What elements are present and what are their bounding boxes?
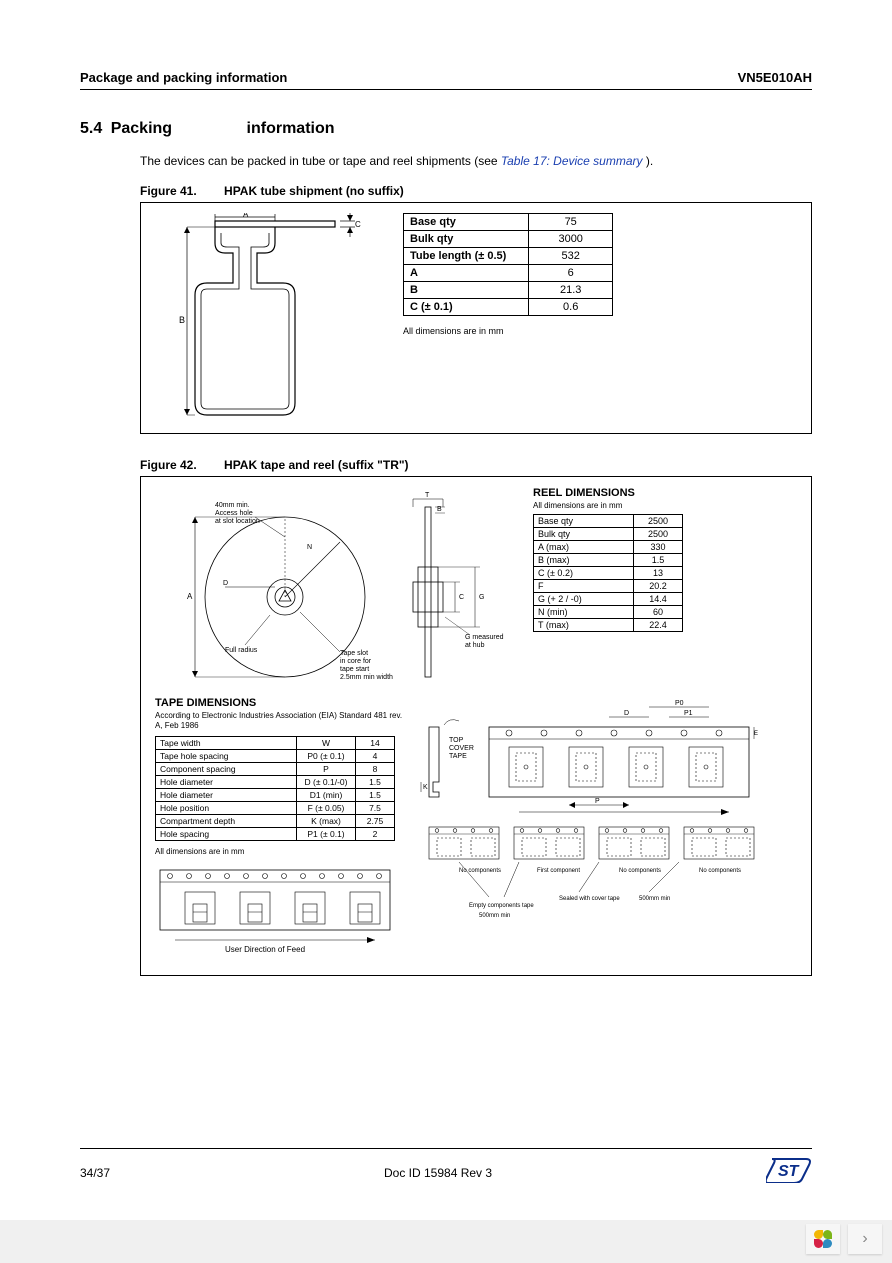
section-title: 5.4 Packing information bbox=[80, 120, 812, 138]
svg-text:C: C bbox=[355, 220, 361, 229]
tape-sub: According to Electronic Industries Assoc… bbox=[155, 711, 405, 732]
page-footer: 34/37 Doc ID 15984 Rev 3 ST bbox=[80, 1148, 812, 1190]
intro-paragraph: The devices can be packed in tube or tap… bbox=[140, 152, 812, 170]
fig41-box: A B C Base qty75Bulk qty3000Tube length … bbox=[140, 202, 812, 434]
fig41-caption: Figure 41. HPAK tube shipment (no suffix… bbox=[140, 184, 812, 198]
svg-text:G: G bbox=[479, 594, 484, 601]
spec-label: B bbox=[404, 282, 529, 299]
table17-link[interactable]: Table 17: Device summary bbox=[501, 154, 643, 168]
chevron-right-icon: › bbox=[862, 1230, 867, 1248]
svg-text:No components: No components bbox=[699, 868, 741, 874]
spec-value: 75 bbox=[529, 214, 613, 231]
tape-strip-left: User Direction of Feed bbox=[155, 860, 395, 960]
svg-text:No components: No components bbox=[459, 868, 501, 874]
svg-text:40mm min.Access holeat slot lo: 40mm min.Access holeat slot location bbox=[215, 502, 260, 525]
svg-text:G measuredat hub: G measuredat hub bbox=[465, 634, 504, 649]
svg-text:P1: P1 bbox=[684, 710, 693, 717]
svg-text:P0: P0 bbox=[675, 700, 684, 707]
fig41-table: Base qty75Bulk qty3000Tube length (± 0.5… bbox=[403, 213, 613, 316]
reel-table: Base qty2500Bulk qty2500A (max)330B (max… bbox=[533, 514, 683, 632]
header-left: Package and packing information bbox=[80, 70, 287, 85]
svg-text:T: T bbox=[425, 492, 430, 499]
svg-text:E: E bbox=[754, 731, 758, 737]
datasheet-page: Package and packing information VN5E010A… bbox=[0, 0, 892, 1220]
spec-value: 532 bbox=[529, 248, 613, 265]
svg-text:Empty components tape: Empty components tape bbox=[469, 903, 534, 909]
tape-table: Tape widthW14Tape hole spacingP0 (± 0.1)… bbox=[155, 736, 395, 841]
fig41-note: All dimensions are in mm bbox=[403, 326, 797, 336]
svg-text:User Direction of Feed: User Direction of Feed bbox=[225, 945, 305, 954]
svg-text:ST: ST bbox=[778, 1163, 800, 1180]
svg-text:D: D bbox=[624, 710, 629, 717]
reel-dim-title: REEL DIMENSIONS bbox=[533, 487, 683, 499]
svg-text:Tape slotin core fortape start: Tape slotin core fortape start2.5mm min … bbox=[340, 650, 393, 681]
svg-text:500mm min: 500mm min bbox=[479, 913, 510, 919]
svg-text:500mm min: 500mm min bbox=[639, 896, 670, 902]
svg-text:A: A bbox=[243, 213, 249, 219]
spec-value: 21.3 bbox=[529, 282, 613, 299]
fig42-caption: Figure 42. HPAK tape and reel (suffix "T… bbox=[140, 458, 812, 472]
next-page-button[interactable]: › bbox=[848, 1224, 882, 1254]
pinwheel-icon bbox=[814, 1230, 832, 1248]
st-logo: ST bbox=[766, 1155, 812, 1190]
tape-top-diagram: K TOPCOVERTAPE D P0 P1 E F W P User Dire… bbox=[419, 697, 759, 817]
svg-text:B: B bbox=[179, 315, 185, 325]
spec-label: Base qty bbox=[404, 214, 529, 231]
fig42-box: A B C D N T G 40mm min.Access holeat slo… bbox=[140, 476, 812, 976]
svg-text:Sealed with cover tape: Sealed with cover tape bbox=[559, 896, 620, 902]
svg-text:P: P bbox=[595, 798, 600, 805]
svg-text:B: B bbox=[437, 506, 442, 513]
reel-diagram: A B C D N T G 40mm min.Access holeat slo… bbox=[155, 487, 515, 687]
spec-label: Bulk qty bbox=[404, 231, 529, 248]
spec-value: 0.6 bbox=[529, 299, 613, 316]
spec-value: 3000 bbox=[529, 231, 613, 248]
tape-dim-title: TAPE DIMENSIONS bbox=[155, 697, 405, 709]
svg-text:Full radius: Full radius bbox=[225, 647, 258, 654]
page-number: 34/37 bbox=[80, 1166, 110, 1180]
viewer-toolbar: › bbox=[0, 1220, 892, 1258]
pinwheel-button[interactable] bbox=[806, 1224, 840, 1254]
doc-id: Doc ID 15984 Rev 3 bbox=[384, 1166, 492, 1180]
spec-label: Tube length (± 0.5) bbox=[404, 248, 529, 265]
svg-text:A: A bbox=[187, 592, 193, 601]
tube-diagram: A B C bbox=[155, 213, 375, 423]
svg-text:TOPCOVERTAPE: TOPCOVERTAPE bbox=[449, 737, 474, 760]
svg-text:N: N bbox=[307, 544, 312, 551]
spec-label: C (± 0.1) bbox=[404, 299, 529, 316]
header-right: VN5E010AH bbox=[738, 70, 812, 85]
svg-text:C: C bbox=[459, 594, 464, 601]
page-header: Package and packing information VN5E010A… bbox=[80, 70, 812, 90]
tape-sequence: No components First component No compone… bbox=[419, 822, 759, 932]
svg-text:First component: First component bbox=[537, 868, 580, 874]
spec-label: A bbox=[404, 265, 529, 282]
svg-text:No components: No components bbox=[619, 868, 661, 874]
svg-text:K: K bbox=[423, 784, 428, 791]
spec-value: 6 bbox=[529, 265, 613, 282]
svg-text:D: D bbox=[223, 580, 228, 587]
